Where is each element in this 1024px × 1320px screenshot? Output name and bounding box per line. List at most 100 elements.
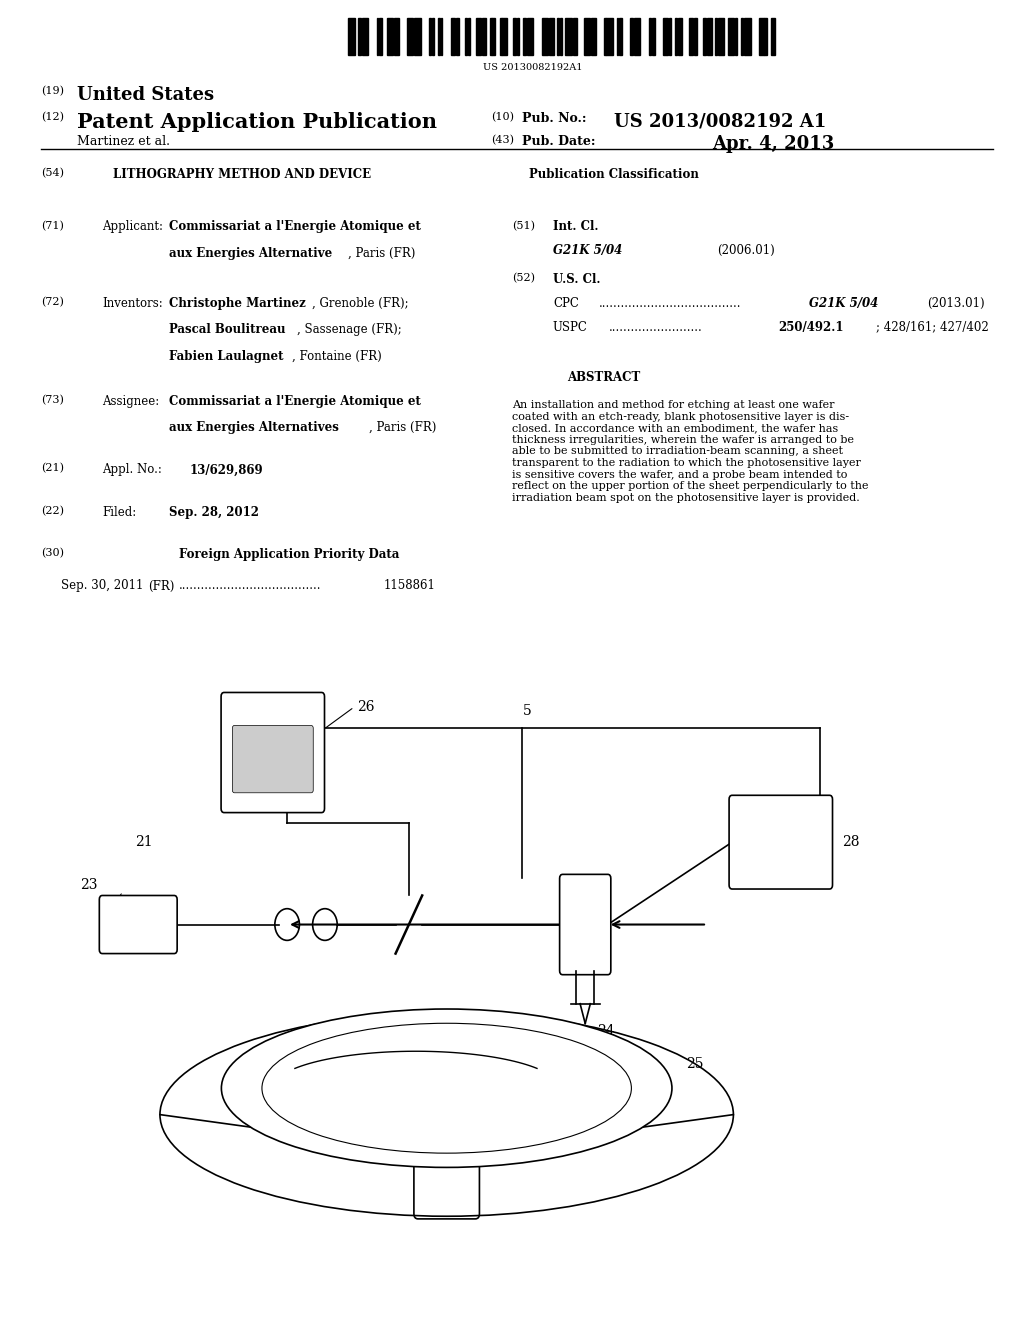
- Text: (12): (12): [41, 112, 63, 123]
- Text: .........................: .........................: [609, 321, 703, 334]
- Text: 1158861: 1158861: [384, 579, 436, 593]
- Text: Pub. No.:: Pub. No.:: [522, 112, 587, 125]
- Bar: [616, 18, 618, 55]
- Text: Christophe Martinez: Christophe Martinez: [169, 297, 306, 310]
- Text: G21K 5/04: G21K 5/04: [809, 297, 879, 310]
- Bar: [358, 18, 361, 55]
- Text: Commissariat a l'Energie Atomique et: Commissariat a l'Energie Atomique et: [169, 395, 421, 408]
- Text: (30): (30): [41, 548, 63, 558]
- Text: Assignee:: Assignee:: [102, 395, 160, 408]
- Text: US 2013/0082192 A1: US 2013/0082192 A1: [614, 112, 826, 131]
- Bar: [689, 18, 693, 55]
- Text: ......................................: ......................................: [179, 579, 322, 593]
- Text: (10): (10): [492, 112, 514, 123]
- Text: 28: 28: [842, 836, 859, 849]
- Text: 24: 24: [597, 1023, 615, 1038]
- Text: ......................................: ......................................: [599, 297, 741, 310]
- Text: ; 428/161; 427/402: ; 428/161; 427/402: [876, 321, 988, 334]
- Bar: [669, 18, 671, 55]
- Text: An installation and method for etching at least one wafer
coated with an etch-re: An installation and method for etching a…: [512, 400, 868, 503]
- Text: USPC: USPC: [553, 321, 588, 334]
- Bar: [451, 18, 456, 55]
- Bar: [728, 18, 734, 55]
- Bar: [664, 18, 668, 55]
- Text: (54): (54): [41, 168, 63, 178]
- Bar: [361, 18, 369, 55]
- Bar: [517, 18, 519, 55]
- Bar: [715, 18, 717, 55]
- Bar: [560, 18, 562, 55]
- FancyBboxPatch shape: [729, 795, 833, 890]
- Text: (2013.01): (2013.01): [927, 297, 984, 310]
- Text: Commissariat a l'Energie Atomique et: Commissariat a l'Energie Atomique et: [169, 220, 421, 234]
- Bar: [432, 18, 434, 55]
- Text: U.S. Cl.: U.S. Cl.: [553, 273, 600, 286]
- Bar: [707, 18, 712, 55]
- Text: LITHOGRAPHY METHOD AND DEVICE: LITHOGRAPHY METHOD AND DEVICE: [113, 168, 371, 181]
- Bar: [379, 18, 382, 55]
- Text: Int. Cl.: Int. Cl.: [553, 220, 598, 234]
- Text: aux Energies Alternatives: aux Energies Alternatives: [169, 421, 339, 434]
- Text: , Paris (FR): , Paris (FR): [348, 247, 416, 260]
- Bar: [503, 18, 507, 55]
- Text: Pascal Boulitreau: Pascal Boulitreau: [169, 323, 286, 337]
- Text: Filed:: Filed:: [102, 506, 136, 519]
- Text: , Sassenage (FR);: , Sassenage (FR);: [297, 323, 401, 337]
- Bar: [465, 18, 467, 55]
- Bar: [414, 18, 421, 55]
- Bar: [407, 18, 414, 55]
- Text: Fabien Laulagnet: Fabien Laulagnet: [169, 350, 284, 363]
- Bar: [476, 18, 481, 55]
- Text: United States: United States: [77, 86, 214, 104]
- Text: , Paris (FR): , Paris (FR): [369, 421, 436, 434]
- Bar: [634, 18, 640, 55]
- Text: Applicant:: Applicant:: [102, 220, 164, 234]
- Bar: [386, 18, 393, 55]
- Bar: [489, 18, 492, 55]
- Bar: [572, 18, 578, 55]
- Text: 23: 23: [80, 878, 97, 892]
- Bar: [456, 18, 459, 55]
- Ellipse shape: [221, 1008, 672, 1167]
- Bar: [565, 18, 571, 55]
- Bar: [377, 18, 379, 55]
- Text: 250/492.1: 250/492.1: [778, 321, 844, 334]
- Text: 21: 21: [135, 836, 153, 849]
- Text: Martinez et al.: Martinez et al.: [77, 135, 170, 148]
- Bar: [759, 18, 764, 55]
- Bar: [694, 18, 697, 55]
- Text: Publication Classification: Publication Classification: [529, 168, 699, 181]
- Bar: [678, 18, 682, 55]
- Text: aux Energies Alternative: aux Energies Alternative: [169, 247, 332, 260]
- Bar: [557, 18, 559, 55]
- Bar: [741, 18, 743, 55]
- Text: 13/629,869: 13/629,869: [189, 463, 263, 477]
- Text: ABSTRACT: ABSTRACT: [567, 371, 641, 384]
- Text: Appl. No.:: Appl. No.:: [102, 463, 162, 477]
- Bar: [438, 18, 439, 55]
- Text: (73): (73): [41, 395, 63, 405]
- Bar: [630, 18, 633, 55]
- Bar: [648, 18, 651, 55]
- Bar: [513, 18, 516, 55]
- Text: 26: 26: [357, 700, 375, 714]
- Text: 25: 25: [686, 1057, 703, 1071]
- FancyBboxPatch shape: [99, 895, 177, 953]
- Text: US 20130082192A1: US 20130082192A1: [482, 63, 583, 73]
- Text: (2006.01): (2006.01): [717, 244, 774, 257]
- Bar: [493, 18, 496, 55]
- Bar: [771, 18, 775, 55]
- Text: Patent Application Publication: Patent Application Publication: [77, 112, 437, 132]
- Text: (52): (52): [512, 273, 535, 284]
- Text: (22): (22): [41, 506, 63, 516]
- Text: Sep. 30, 2011: Sep. 30, 2011: [61, 579, 143, 593]
- Bar: [440, 18, 442, 55]
- Bar: [526, 18, 534, 55]
- FancyBboxPatch shape: [232, 726, 313, 793]
- Bar: [744, 18, 751, 55]
- Bar: [591, 18, 596, 55]
- FancyBboxPatch shape: [221, 693, 325, 813]
- Bar: [735, 18, 737, 55]
- Text: Inventors:: Inventors:: [102, 297, 163, 310]
- Text: Apr. 4, 2013: Apr. 4, 2013: [712, 135, 834, 153]
